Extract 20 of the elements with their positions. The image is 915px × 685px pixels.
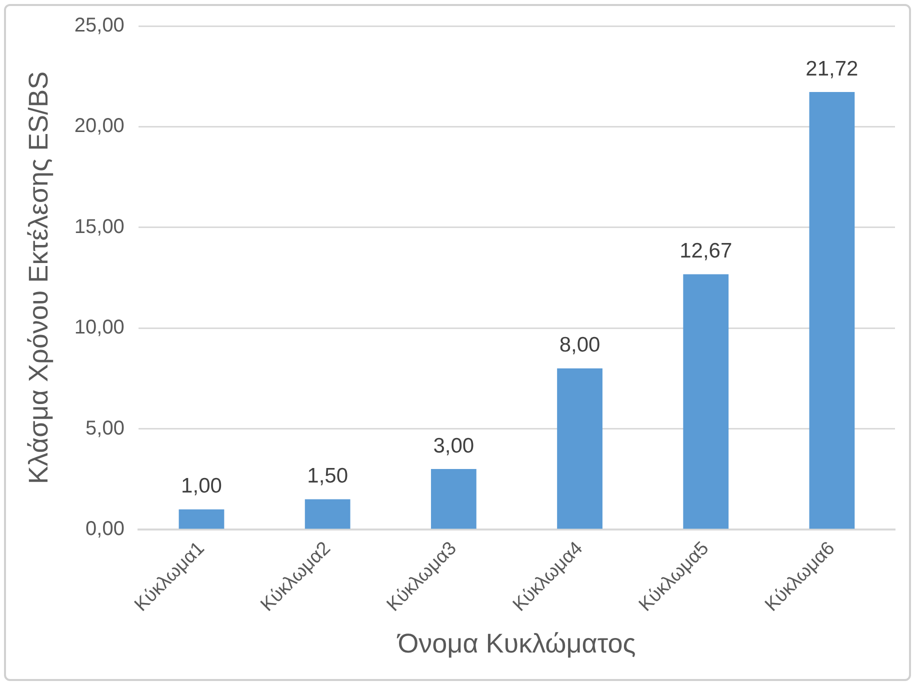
x-axis-title: Όνομα Κυκλώματος — [396, 628, 636, 658]
bar — [430, 469, 476, 529]
data-label: 21,72 — [806, 57, 858, 80]
data-label: 8,00 — [559, 334, 600, 357]
y-tick-label: 25,00 — [74, 14, 124, 37]
bar — [304, 499, 350, 529]
data-label: 1,50 — [307, 464, 348, 488]
data-label: 3,00 — [433, 434, 474, 458]
bar — [809, 92, 855, 529]
y-tick-label: 0,00 — [86, 518, 124, 540]
data-label: 12,67 — [680, 240, 732, 263]
y-tick-label: 10,00 — [74, 316, 124, 339]
y-tick-label: 15,00 — [74, 216, 124, 238]
y-tick-label: 5,00 — [86, 417, 124, 440]
y-axis-title: Κλάσμα Χρόνου Εκτέλεσης ES/BS — [24, 71, 54, 484]
data-label: 1,00 — [181, 474, 222, 498]
bar — [178, 509, 224, 529]
y-tick-label: 20,00 — [74, 115, 124, 138]
bar — [683, 274, 729, 529]
bar — [557, 368, 602, 529]
